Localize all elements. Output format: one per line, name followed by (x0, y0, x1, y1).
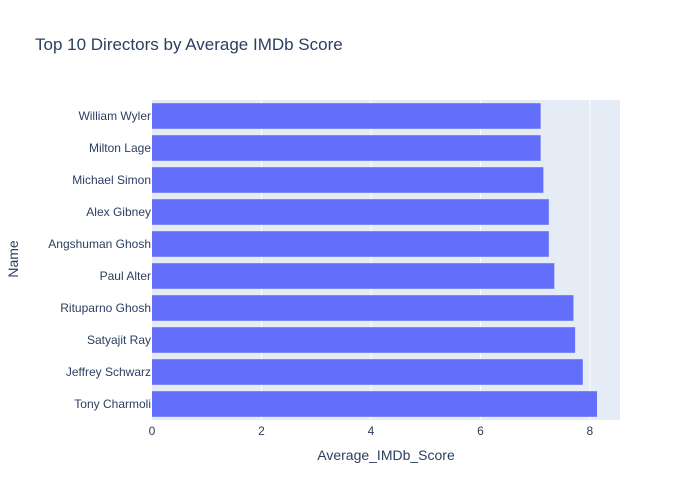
x-tick-label: 6 (477, 424, 484, 438)
y-tick-label: Angshuman Ghosh (48, 237, 151, 251)
y-tick-label: Michael Simon (72, 173, 151, 187)
x-axis-title: Average_IMDb_Score (317, 447, 455, 463)
bar (152, 295, 574, 321)
x-tick-label: 2 (258, 424, 265, 438)
bar (152, 231, 549, 257)
bar (152, 327, 576, 353)
bar (152, 167, 544, 193)
y-tick-label: Tony Charmoli (74, 397, 151, 411)
x-tick-label: 4 (368, 424, 375, 438)
x-tick-labels: 0 2 4 6 8 (149, 424, 594, 438)
y-tick-label: Jeffrey Schwarz (66, 365, 151, 379)
y-tick-label: Alex Gibney (86, 205, 151, 219)
y-tick-label: Satyajit Ray (87, 333, 151, 347)
y-tick-label: William Wyler (78, 109, 151, 123)
bar (152, 199, 549, 225)
y-tick-label: Rituparno Ghosh (60, 301, 151, 315)
chart-title: Top 10 Directors by Average IMDb Score (35, 35, 343, 54)
x-tick-label: 8 (587, 424, 594, 438)
y-tick-label: Milton Lage (89, 141, 151, 155)
y-tick-label: Paul Alter (100, 269, 151, 283)
bar (152, 359, 583, 385)
x-tick-label: 0 (149, 424, 156, 438)
bars (152, 103, 598, 417)
bar (152, 135, 541, 161)
bar (152, 103, 541, 129)
bar (152, 391, 598, 417)
y-tick-labels: William Wyler Milton Lage Michael Simon Ale… (48, 109, 151, 411)
bar (152, 263, 555, 289)
y-axis-title: Name (5, 240, 21, 278)
